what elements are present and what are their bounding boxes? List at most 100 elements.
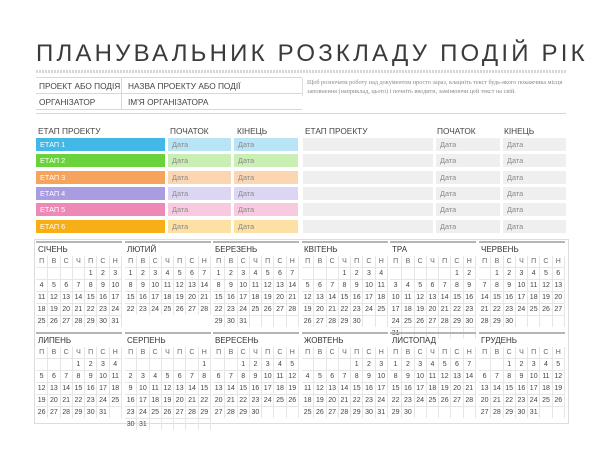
day-cell[interactable]: 7 <box>479 280 492 291</box>
day-cell[interactable]: 26 <box>48 316 61 327</box>
day-cell[interactable]: 29 <box>85 316 98 327</box>
day-cell[interactable]: 22 <box>390 395 403 406</box>
day-cell[interactable]: 23 <box>363 395 376 406</box>
day-cell[interactable]: 6 <box>48 371 61 382</box>
day-cell[interactable]: 31 <box>528 407 541 418</box>
day-cell[interactable]: 6 <box>213 371 226 382</box>
day-cell[interactable]: 4 <box>402 280 415 291</box>
day-cell[interactable]: 3 <box>262 359 275 370</box>
day-cell[interactable]: 19 <box>415 304 427 315</box>
day-cell[interactable]: 8 <box>390 371 403 382</box>
phase-bar[interactable]: ЕТАП 6 <box>36 219 165 233</box>
day-cell[interactable]: 13 <box>451 371 464 382</box>
day-cell[interactable]: 24 <box>528 395 541 406</box>
day-cell[interactable]: 25 <box>162 304 175 315</box>
day-cell[interactable]: 4 <box>540 359 553 370</box>
day-cell[interactable]: 10 <box>238 280 250 291</box>
day-cell[interactable]: 30 <box>250 407 263 418</box>
day-cell[interactable]: 26 <box>174 304 187 315</box>
phase-end-date[interactable]: Дата <box>234 138 298 151</box>
day-cell[interactable]: 30 <box>516 407 529 418</box>
day-cell[interactable]: 10 <box>262 371 275 382</box>
day-cell[interactable]: 31 <box>238 316 250 327</box>
day-cell[interactable]: 16 <box>85 383 98 394</box>
day-cell[interactable]: 11 <box>110 371 122 382</box>
day-cell[interactable]: 30 <box>351 316 364 327</box>
day-cell[interactable]: 10 <box>97 371 110 382</box>
day-cell[interactable]: 11 <box>250 280 263 291</box>
day-cell[interactable]: 5 <box>48 280 61 291</box>
day-cell[interactable]: 25 <box>376 304 388 315</box>
day-cell[interactable]: 14 <box>73 292 86 303</box>
day-cell[interactable]: 27 <box>174 407 187 418</box>
phase-name-blank[interactable] <box>303 138 433 151</box>
day-cell[interactable]: 14 <box>225 383 238 394</box>
day-cell[interactable]: 29 <box>213 316 226 327</box>
day-cell[interactable]: 29 <box>339 316 352 327</box>
day-cell[interactable]: 5 <box>314 371 327 382</box>
day-cell[interactable]: 14 <box>439 292 452 303</box>
day-cell[interactable]: 24 <box>516 304 529 315</box>
day-cell[interactable]: 13 <box>213 383 226 394</box>
day-cell[interactable]: 1 <box>491 268 504 279</box>
day-cell[interactable]: 15 <box>213 292 226 303</box>
day-cell[interactable]: 25 <box>36 316 49 327</box>
day-cell[interactable]: 30 <box>225 316 238 327</box>
day-cell[interactable]: 26 <box>415 316 427 327</box>
phase-end-date[interactable]: Дата <box>503 219 566 233</box>
day-cell[interactable]: 5 <box>540 268 553 279</box>
day-cell[interactable]: 9 <box>125 383 138 394</box>
day-cell[interactable]: 23 <box>351 304 364 315</box>
phase-bar[interactable]: ЕТАП 4 <box>36 186 165 200</box>
day-cell[interactable]: 1 <box>390 359 403 370</box>
day-cell[interactable]: 25 <box>250 304 263 315</box>
phase-start-date[interactable]: Дата <box>436 170 500 184</box>
day-cell[interactable]: 17 <box>376 383 388 394</box>
phase-start-date[interactable]: Дата <box>168 170 231 184</box>
day-cell[interactable]: 20 <box>213 395 226 406</box>
day-cell[interactable]: 28 <box>186 407 199 418</box>
day-cell[interactable]: 30 <box>363 407 376 418</box>
day-cell[interactable]: 7 <box>287 268 299 279</box>
day-cell[interactable]: 7 <box>339 371 352 382</box>
day-cell[interactable]: 2 <box>402 359 415 370</box>
day-cell[interactable]: 16 <box>97 292 110 303</box>
phase-end-date[interactable]: Дата <box>503 203 566 217</box>
day-cell[interactable]: 13 <box>186 280 199 291</box>
day-cell[interactable]: 23 <box>125 407 138 418</box>
phase-end-date[interactable]: Дата <box>234 186 298 200</box>
day-cell[interactable]: 17 <box>415 383 427 394</box>
day-cell[interactable]: 21 <box>225 395 238 406</box>
day-cell[interactable]: 9 <box>516 371 529 382</box>
day-cell[interactable]: 25 <box>110 395 122 406</box>
day-cell[interactable]: 12 <box>415 292 427 303</box>
day-cell[interactable]: 3 <box>390 280 403 291</box>
day-cell[interactable]: 26 <box>302 316 315 327</box>
day-cell[interactable]: 29 <box>491 316 504 327</box>
day-cell[interactable]: 1 <box>199 359 211 370</box>
day-cell[interactable]: 11 <box>274 371 287 382</box>
day-cell[interactable]: 7 <box>439 280 452 291</box>
day-cell[interactable]: 7 <box>61 371 73 382</box>
day-cell[interactable]: 9 <box>504 280 516 291</box>
phase-end-date[interactable]: Дата <box>503 186 566 200</box>
day-cell[interactable]: 21 <box>287 292 299 303</box>
day-cell[interactable]: 5 <box>174 268 187 279</box>
day-cell[interactable]: 12 <box>439 371 452 382</box>
phase-bar[interactable]: ЕТАП 2 <box>36 154 165 168</box>
day-cell[interactable]: 4 <box>302 371 315 382</box>
day-cell[interactable]: 24 <box>238 304 250 315</box>
day-cell[interactable]: 13 <box>427 292 440 303</box>
day-cell[interactable]: 10 <box>363 280 376 291</box>
day-cell[interactable]: 27 <box>48 407 61 418</box>
day-cell[interactable]: 8 <box>339 280 352 291</box>
day-cell[interactable]: 19 <box>162 395 175 406</box>
day-cell[interactable]: 8 <box>125 280 138 291</box>
day-cell[interactable]: 19 <box>540 292 553 303</box>
day-cell[interactable]: 12 <box>302 292 315 303</box>
day-cell[interactable]: 24 <box>97 395 110 406</box>
day-cell[interactable]: 23 <box>516 395 529 406</box>
day-cell[interactable]: 20 <box>553 292 565 303</box>
day-cell[interactable]: 24 <box>376 395 388 406</box>
day-cell[interactable]: 7 <box>464 359 476 370</box>
